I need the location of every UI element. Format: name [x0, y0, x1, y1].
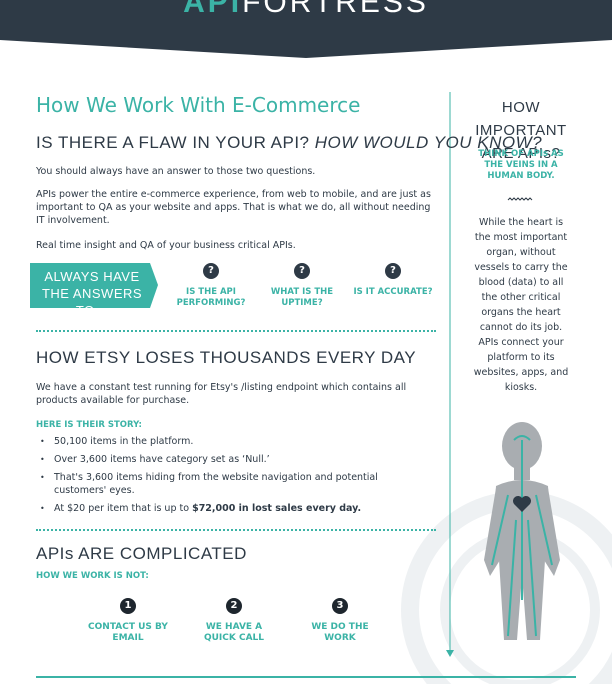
banner-text: ALWAYS HAVE THE ANSWERS TO…: [41, 269, 143, 318]
divider-arrow: [446, 650, 454, 657]
header-band: [0, 0, 612, 58]
subheading: HOW WE WORK IS NOT:: [36, 571, 149, 581]
heart: [513, 496, 531, 512]
answer-icon: ?: [385, 263, 401, 279]
answer-label: IS IT ACCURATE?: [353, 287, 433, 297]
answer-icon: ?: [294, 263, 310, 279]
bullet: At $20 per item that is up to $72,000 in…: [36, 502, 416, 515]
step-number: 1: [120, 598, 136, 614]
bullet-text: At $20 per item that is up to: [54, 503, 190, 514]
section-heading: APIs ARE COMPLICATED: [36, 544, 247, 563]
answer: ? IS IT ACCURATE?: [348, 263, 438, 298]
step-label: WE HAVE A QUICK CALL: [203, 622, 265, 643]
banner-shape: [30, 263, 158, 308]
question-italic: HOW WOULD YOU KNOW?: [314, 133, 543, 152]
paragraph: You should always have an answer to thos…: [36, 166, 316, 177]
sidebar-subtitle: THINK OF APIs AS THE VEINS IN A HUMAN BO…: [478, 149, 564, 181]
bullet: Over 3,600 items have category set as ‘N…: [36, 453, 416, 466]
paragraph: APIs power the entire e-commerce experie…: [36, 189, 431, 226]
answer: ? IS THE API PERFORMING?: [166, 263, 256, 309]
step-label: WE DO THE WORK: [311, 622, 369, 643]
question-text: IS THERE A FLAW IN YOUR API?: [36, 133, 310, 152]
squiggle: [507, 197, 533, 201]
veins: [491, 435, 553, 637]
dotted-rule: [36, 529, 436, 531]
answer-label: WHAT IS THE UPTIME?: [270, 287, 334, 308]
bullet: That's 3,600 items hiding from the websi…: [36, 471, 416, 497]
section-heading: HOW ETSY LOSES THOUSANDS EVERY DAY: [36, 348, 417, 367]
answer-icon: ?: [203, 263, 219, 279]
main-heading: How We Work With E-Commerce: [36, 93, 361, 117]
bullet-list: 50,100 items in the platform. Over 3,600…: [36, 435, 416, 520]
logo: APIFORTRESS: [0, 0, 612, 20]
sidebar-body: While the heart is the most important or…: [473, 217, 569, 393]
step-number: 3: [332, 598, 348, 614]
answer: ? WHAT IS THE UPTIME?: [257, 263, 347, 309]
dotted-rule: [36, 330, 436, 332]
answer-label: IS THE API PERFORMING?: [176, 287, 246, 308]
step-label: CONTACT US BY EMAIL: [88, 622, 168, 643]
step: 2 WE HAVE A QUICK CALL: [194, 598, 274, 644]
question: IS THERE A FLAW IN YOUR API? HOW WOULD Y…: [36, 133, 542, 153]
step: 1 CONTACT US BY EMAIL: [88, 598, 168, 644]
story-label: HERE IS THEIR STORY:: [36, 420, 142, 430]
logo-main: FORTRESS: [242, 0, 429, 19]
paragraph: Real time insight and QA of your busines…: [36, 240, 296, 251]
step-number: 2: [226, 598, 242, 614]
step: 3 WE DO THE WORK: [300, 598, 380, 644]
logo-accent: API: [183, 0, 243, 19]
bullet: 50,100 items in the platform.: [36, 435, 416, 448]
bullet-bold: $72,000 in lost sales every day.: [192, 503, 362, 514]
paragraph: We have a constant test running for Etsy…: [36, 382, 407, 406]
sidebar-title: HOW IMPORTANT ARE APIs?: [475, 99, 567, 162]
